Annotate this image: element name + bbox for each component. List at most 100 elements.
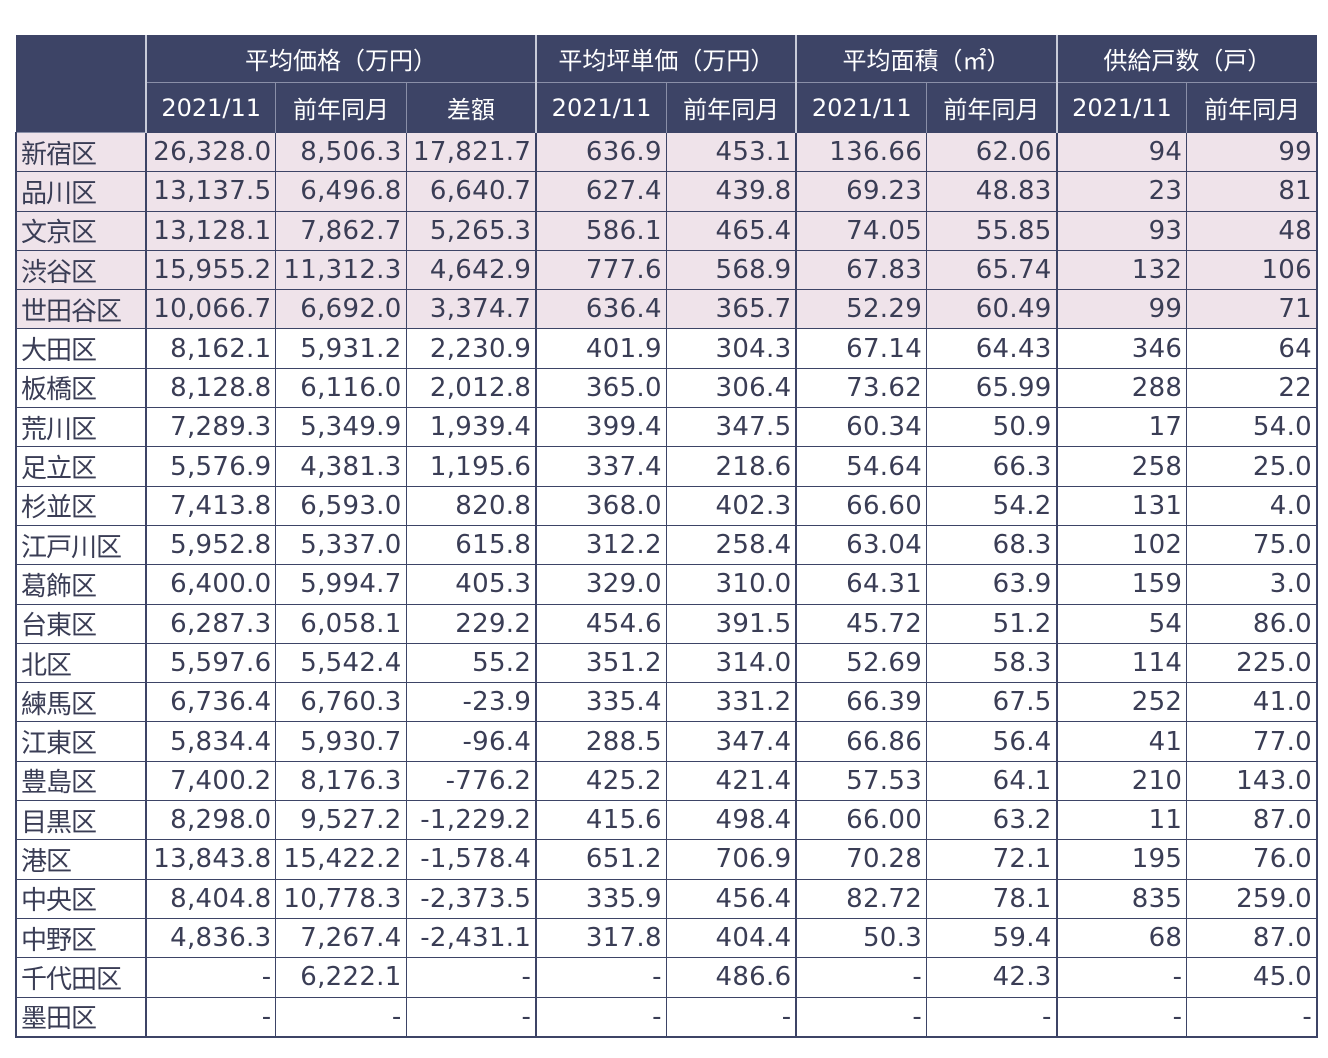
table-cell: 143.0 [1186,760,1319,802]
table-cell: -2,431.1 [405,917,537,959]
subheader-units-prev: 前年同月 [1186,82,1317,133]
table-cell: 63.2 [926,800,1058,841]
table-cell: - [535,996,667,1038]
table-cell: - [795,957,928,998]
table-cell: 17 [1055,407,1188,448]
table-cell: 651.2 [535,839,667,880]
table-cell: 399.4 [535,407,667,448]
ward-name: 新宿区 [15,131,147,173]
table-cell: 225.0 [1186,642,1319,684]
table-row: 豊島区 7,400.2 8,176.3 -776.2 425.2 421.4 57.53 64… [15,760,1319,802]
table-cell: 636.4 [535,289,667,330]
table-cell: 11 [1055,800,1188,841]
table-cell: 65.74 [926,249,1058,291]
table-cell: 346 [1055,328,1188,369]
table-cell: 8,128.8 [144,367,277,409]
table-cell: 57.53 [795,760,928,802]
ward-name: 江戸川区 [15,524,147,566]
table-cell: 87.0 [1186,917,1319,959]
header-supply-units: 供給戸数（戸） [1055,35,1317,83]
table-cell: 81 [1186,171,1319,212]
ward-name: 足立区 [15,446,147,487]
table-cell: 9,527.2 [275,800,407,841]
table-cell: 71 [1186,289,1319,330]
table-cell: 54.2 [926,485,1058,526]
table-cell: - [1055,957,1188,998]
table-cell: 6,222.1 [275,957,407,998]
table-cell: 62.06 [926,131,1058,173]
ward-name: 世田谷区 [15,289,147,330]
table-cell: 568.9 [665,249,797,291]
table-cell: 99 [1186,131,1319,173]
table-cell: 258.4 [665,524,797,566]
table-cell: 835 [1055,878,1188,919]
table-cell: - [1055,996,1188,1038]
table-cell: 7,413.8 [144,485,277,526]
table-row: 大田区 8,162.1 5,931.2 2,230.9 401.9 304.3 67.14 6… [15,328,1319,369]
table-cell: 13,128.1 [144,210,277,251]
table-cell: 615.8 [405,524,537,566]
table-cell: 72.1 [926,839,1058,880]
table-cell: 3.0 [1186,564,1319,605]
table-cell: 8,162.1 [144,328,277,369]
subheader-price-diff: 差額 [405,82,537,133]
table-body: 新宿区 26,328.0 8,506.3 17,821.7 636.9 453.1 136.… [15,131,1319,1038]
table-cell: 347.4 [665,721,797,762]
table-cell: 25.0 [1186,446,1319,487]
table-cell: -23.9 [405,682,537,723]
ward-name: 墨田区 [15,996,147,1038]
table-row: 葛飾区 6,400.0 5,994.7 405.3 329.0 310.0 64.31 63.… [15,564,1319,605]
table-cell: 99 [1055,289,1188,330]
table-cell: 453.1 [665,131,797,173]
table-row: 世田谷区 10,066.7 6,692.0 3,374.7 636.4 365.7 52.2… [15,289,1319,330]
table-cell: 636.9 [535,131,667,173]
table-cell: 304.3 [665,328,797,369]
table-cell: 4,642.9 [405,249,537,291]
table-row: 新宿区 26,328.0 8,506.3 17,821.7 636.9 453.1 136.… [15,131,1319,173]
table-cell: 55.85 [926,210,1058,251]
table-cell: 351.2 [535,642,667,684]
table-cell: 114 [1055,642,1188,684]
table-cell: 425.2 [535,760,667,802]
table-cell: 2,230.9 [405,328,537,369]
ward-name: 荒川区 [15,407,147,448]
table-cell: 64.31 [795,564,928,605]
table-cell: 13,137.5 [144,171,277,212]
table-cell: 258 [1055,446,1188,487]
table-cell: 64.43 [926,328,1058,369]
ward-name: 北区 [15,642,147,684]
table-cell: 627.4 [535,171,667,212]
table-cell: 68 [1055,917,1188,959]
table-cell: 5,930.7 [275,721,407,762]
table-cell: 5,597.6 [144,642,277,684]
table-cell: 317.8 [535,917,667,959]
table-cell: 70.28 [795,839,928,880]
ward-name: 中央区 [15,878,147,919]
table-cell: 498.4 [665,800,797,841]
table-row: 中野区 4,836.3 7,267.4 -2,431.1 317.8 404.4 50.3 5… [15,917,1319,959]
table-row: 中央区 8,404.8 10,778.3 -2,373.5 335.9 456.4 82.7… [15,878,1319,919]
ward-name: 板橋区 [15,367,147,409]
table-row: 板橋区 8,128.8 6,116.0 2,012.8 365.0 306.4 73.62 6… [15,367,1319,409]
table-cell: 45.72 [795,603,928,644]
table-row: 目黒区 8,298.0 9,527.2 -1,229.2 415.6 498.4 66.00… [15,800,1319,841]
ward-name: 大田区 [15,328,147,369]
table-cell: 335.4 [535,682,667,723]
table-cell: 15,422.2 [275,839,407,880]
table-cell: 23 [1055,171,1188,212]
table-cell: 94 [1055,131,1188,173]
table-cell: 335.9 [535,878,667,919]
table-cell: 75.0 [1186,524,1319,566]
table-cell: 5,931.2 [275,328,407,369]
table-cell: 66.39 [795,682,928,723]
table-cell: 159 [1055,564,1188,605]
table-cell: 314.0 [665,642,797,684]
table-cell: 259.0 [1186,878,1319,919]
table-cell: 93 [1055,210,1188,251]
table-header: 平均価格（万円） 平均坪単価（万円） 平均面積（㎡） 供給戸数（戸） 2021/… [16,35,1317,133]
table-cell: 13,843.8 [144,839,277,880]
table-cell: 586.1 [535,210,667,251]
table-cell: 74.05 [795,210,928,251]
table-cell: -1,578.4 [405,839,537,880]
table-cell: 5,994.7 [275,564,407,605]
